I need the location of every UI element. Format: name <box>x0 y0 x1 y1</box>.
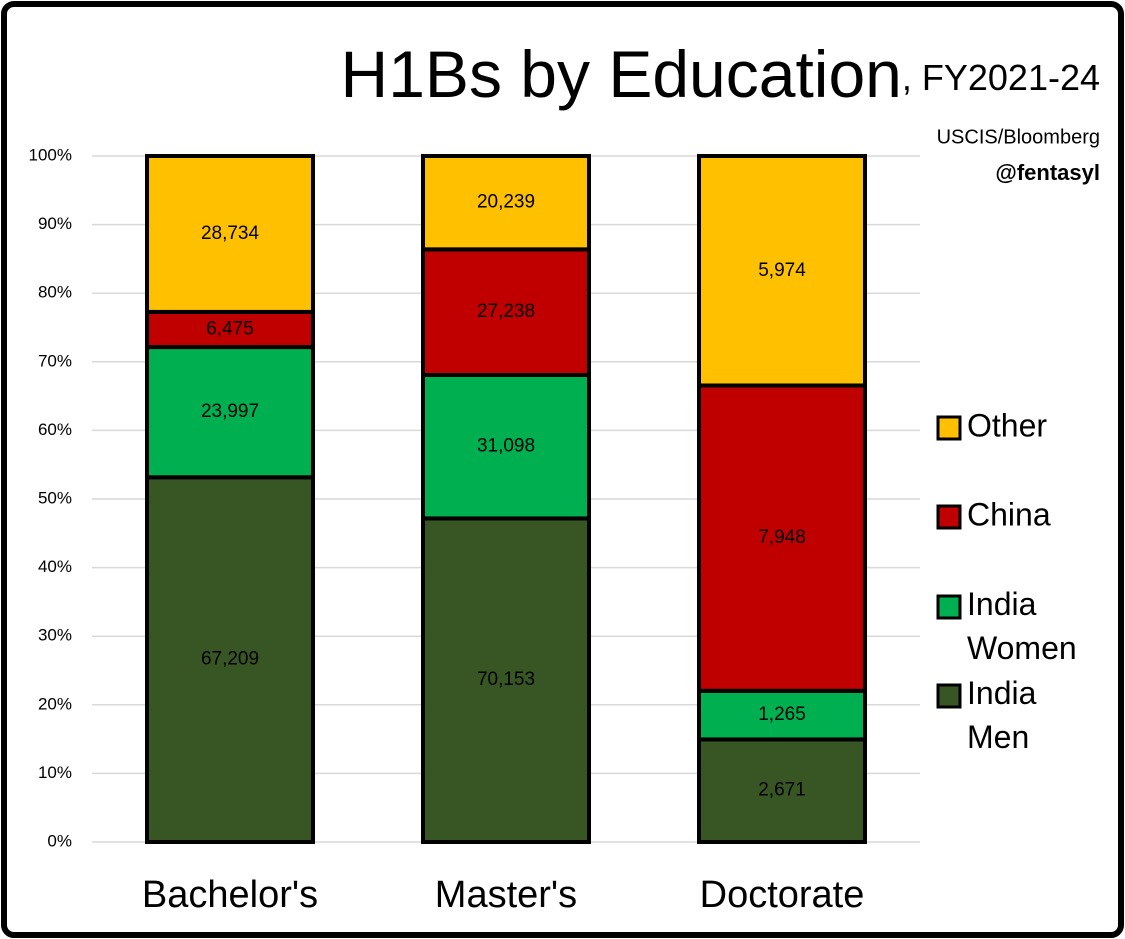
y-tick-label: 50% <box>38 488 72 507</box>
bar-segment <box>145 154 315 314</box>
chart-subtitle: , FY2021-24 <box>902 57 1100 98</box>
bar-segment <box>421 516 591 845</box>
legend-label: India Women <box>967 586 1077 666</box>
legend-swatch <box>936 594 962 620</box>
legend-swatch <box>936 504 962 530</box>
y-tick-label: 30% <box>38 626 72 645</box>
data-label: 2,671 <box>758 780 806 801</box>
y-tick-label: 0% <box>47 831 72 850</box>
y-tick-label: 20% <box>38 694 72 713</box>
y-tick-label: 40% <box>38 557 72 576</box>
title-line: H1Bs by Education, FY2021-24 <box>341 37 1100 111</box>
data-label: 23,997 <box>201 401 259 422</box>
legend-label: India Men <box>967 675 1037 755</box>
y-tick-label: 80% <box>38 283 72 302</box>
data-label: 20,239 <box>477 192 535 213</box>
legend-label: China <box>967 496 1051 532</box>
data-label: 6,475 <box>206 319 254 340</box>
data-label: 31,098 <box>477 436 535 457</box>
bar-segment <box>421 154 591 252</box>
credit: @fentasyl <box>995 160 1100 185</box>
legend-swatch <box>936 683 962 709</box>
data-label: 28,734 <box>201 223 260 244</box>
y-tick-label: 90% <box>38 214 72 233</box>
bar-segment <box>697 383 867 693</box>
legend-swatch <box>936 415 962 441</box>
x-tick-label: Master's <box>435 874 577 916</box>
bar-segment <box>421 247 591 377</box>
data-label: 67,209 <box>201 649 259 670</box>
bar-segment <box>421 372 591 521</box>
data-label: 7,948 <box>758 527 806 548</box>
source: USCIS/Bloomberg <box>937 126 1100 148</box>
x-tick-label: Bachelor's <box>142 874 318 916</box>
y-tick-label: 10% <box>38 763 72 782</box>
y-tick-label: 70% <box>38 351 72 370</box>
bar-segment <box>145 475 315 844</box>
x-tick-label: Doctorate <box>700 874 865 916</box>
data-label: 27,238 <box>477 301 535 322</box>
chart-title: H1Bs by Education <box>341 37 902 111</box>
y-tick-label: 100% <box>29 145 72 164</box>
data-label: 70,153 <box>477 669 535 690</box>
data-label: 5,974 <box>758 260 806 281</box>
data-label: 1,265 <box>758 704 806 725</box>
legend-label: Other <box>967 407 1047 443</box>
y-tick-label: 60% <box>38 420 72 439</box>
bar-segment <box>697 737 867 845</box>
bar-segment <box>145 345 315 480</box>
bar-segment <box>697 688 867 742</box>
bar-segment <box>697 154 867 388</box>
